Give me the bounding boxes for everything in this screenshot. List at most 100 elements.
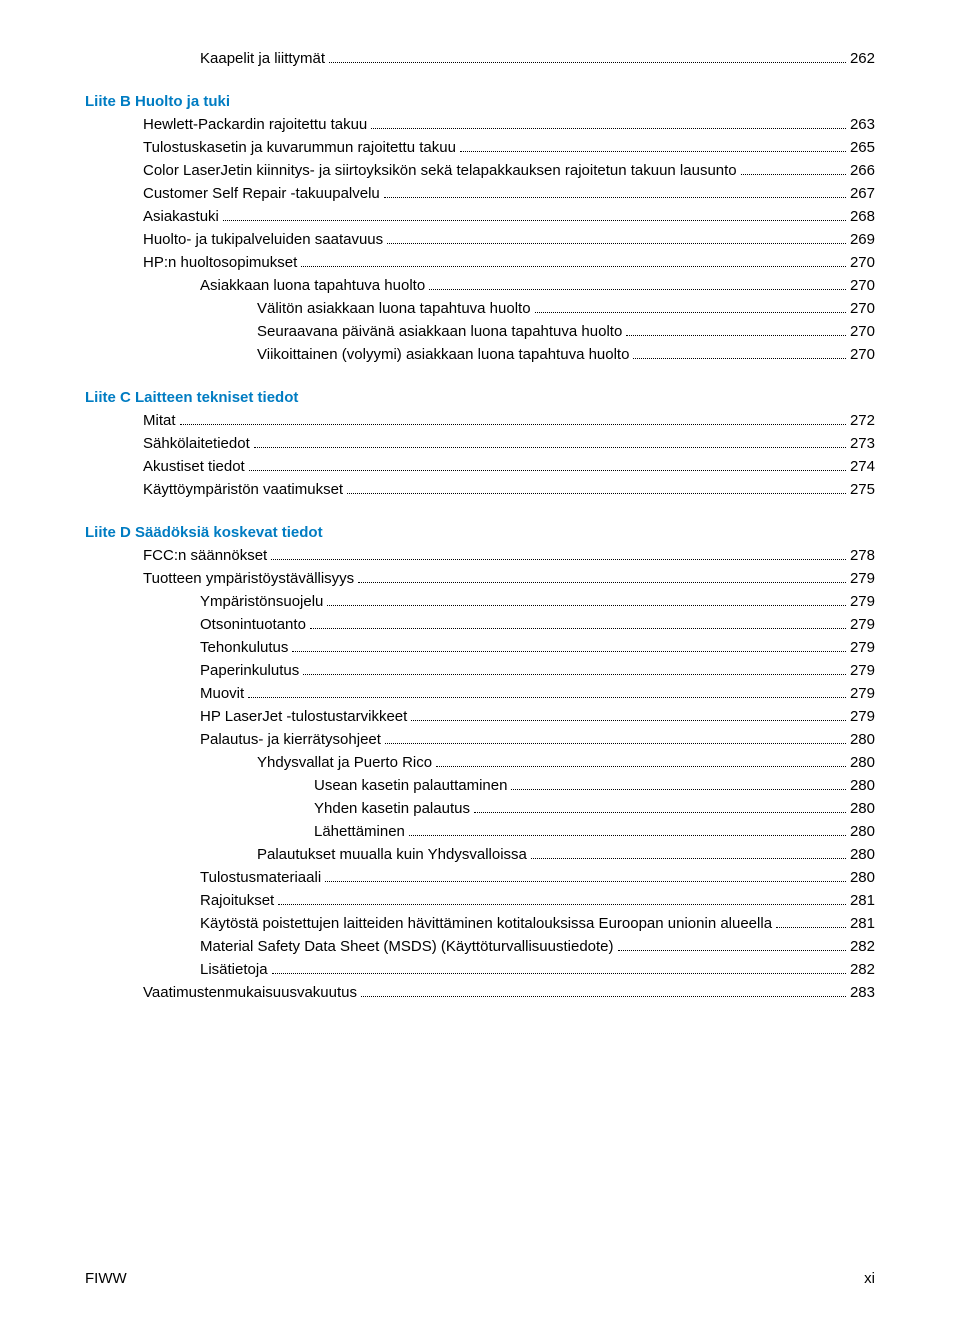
toc-entry[interactable]: Yhdysvallat ja Puerto Rico 280 xyxy=(85,754,875,771)
toc-dot-leader xyxy=(387,243,846,244)
toc-entry[interactable]: HP LaserJet -tulostustarvikkeet 279 xyxy=(85,708,875,725)
toc-entry[interactable]: Palautukset muualla kuin Yhdysvalloissa … xyxy=(85,846,875,863)
toc-entry-label: Palautus- ja kierrätysohjeet xyxy=(200,731,381,748)
toc-entry-page: 280 xyxy=(850,731,875,748)
toc-entry-page: 280 xyxy=(850,800,875,817)
toc-dot-leader xyxy=(511,789,846,790)
toc-dot-leader xyxy=(776,927,846,928)
toc-entry-label: Paperinkulutus xyxy=(200,662,299,679)
footer-right: xi xyxy=(864,1270,875,1287)
toc-entry-page: 274 xyxy=(850,458,875,475)
toc-dot-leader xyxy=(292,651,846,652)
toc-dot-leader xyxy=(633,358,846,359)
toc-entry-label: Huolto- ja tukipalveluiden saatavuus xyxy=(143,231,383,248)
toc-entry[interactable]: Asiakkaan luona tapahtuva huolto 270 xyxy=(85,277,875,294)
toc-entry-page: 283 xyxy=(850,984,875,1001)
toc-dot-leader xyxy=(741,174,846,175)
toc-entry[interactable]: Sähkölaitetiedot 273 xyxy=(85,435,875,452)
toc-entry-page: 281 xyxy=(850,915,875,932)
toc-entry[interactable]: Seuraavana päivänä asiakkaan luona tapah… xyxy=(85,323,875,340)
toc-container: Kaapelit ja liittymät 262Liite B Huolto … xyxy=(85,50,875,1001)
toc-entry[interactable]: Lähettäminen 280 xyxy=(85,823,875,840)
toc-entry[interactable]: Tuotteen ympäristöystävällisyys 279 xyxy=(85,570,875,587)
toc-entry-label: Lähettäminen xyxy=(314,823,405,840)
toc-dot-leader xyxy=(531,858,846,859)
toc-dot-leader xyxy=(272,973,846,974)
toc-entry[interactable]: Material Safety Data Sheet (MSDS) (Käytt… xyxy=(85,938,875,955)
toc-entry-page: 279 xyxy=(850,708,875,725)
toc-entry[interactable]: Hewlett-Packardin rajoitettu takuu 263 xyxy=(85,116,875,133)
toc-entry[interactable]: Mitat 272 xyxy=(85,412,875,429)
toc-entry-page: 280 xyxy=(850,869,875,886)
toc-entry-page: 270 xyxy=(850,323,875,340)
toc-entry[interactable]: Otsonintuotanto 279 xyxy=(85,616,875,633)
toc-entry[interactable]: Asiakastuki 268 xyxy=(85,208,875,225)
toc-entry-page: 279 xyxy=(850,593,875,610)
toc-entry[interactable]: Customer Self Repair -takuupalvelu 267 xyxy=(85,185,875,202)
toc-dot-leader xyxy=(626,335,846,336)
toc-entry-label: Ympäristönsuojelu xyxy=(200,593,323,610)
toc-entry-label: Hewlett-Packardin rajoitettu takuu xyxy=(143,116,367,133)
toc-entry[interactable]: Huolto- ja tukipalveluiden saatavuus 269 xyxy=(85,231,875,248)
toc-entry-page: 279 xyxy=(850,570,875,587)
toc-entry-page: 265 xyxy=(850,139,875,156)
toc-entry[interactable]: Kaapelit ja liittymät 262 xyxy=(85,50,875,67)
toc-entry[interactable]: Akustiset tiedot 274 xyxy=(85,458,875,475)
toc-entry-page: 275 xyxy=(850,481,875,498)
toc-entry[interactable]: Yhden kasetin palautus 280 xyxy=(85,800,875,817)
toc-entry[interactable]: Tulostusmateriaali 280 xyxy=(85,869,875,886)
toc-dot-leader xyxy=(436,766,846,767)
toc-entry-label: Muovit xyxy=(200,685,244,702)
toc-entry-page: 280 xyxy=(850,846,875,863)
toc-entry[interactable]: Välitön asiakkaan luona tapahtuva huolto… xyxy=(85,300,875,317)
toc-entry-label: Yhdysvallat ja Puerto Rico xyxy=(257,754,432,771)
footer-left: FIWW xyxy=(85,1270,127,1287)
toc-entry-page: 280 xyxy=(850,754,875,771)
toc-dot-leader xyxy=(303,674,846,675)
toc-entry-page: 279 xyxy=(850,616,875,633)
toc-entry[interactable]: Käytöstä poistettujen laitteiden hävittä… xyxy=(85,915,875,932)
toc-entry-label: FCC:n säännökset xyxy=(143,547,267,564)
toc-dot-leader xyxy=(310,628,846,629)
toc-entry[interactable]: HP:n huoltosopimukset 270 xyxy=(85,254,875,271)
toc-entry[interactable]: FCC:n säännökset 278 xyxy=(85,547,875,564)
toc-dot-leader xyxy=(535,312,846,313)
toc-dot-leader xyxy=(429,289,846,290)
toc-entry-page: 273 xyxy=(850,435,875,452)
toc-entry-label: Yhden kasetin palautus xyxy=(314,800,470,817)
toc-entry[interactable]: Käyttöympäristön vaatimukset 275 xyxy=(85,481,875,498)
toc-entry[interactable]: Paperinkulutus 279 xyxy=(85,662,875,679)
toc-entry-page: 270 xyxy=(850,254,875,271)
toc-dot-leader xyxy=(384,197,846,198)
toc-entry-page: 279 xyxy=(850,662,875,679)
toc-entry-label: Material Safety Data Sheet (MSDS) (Käytt… xyxy=(200,938,614,955)
toc-entry[interactable]: Color LaserJetin kiinnitys- ja siirtoyks… xyxy=(85,162,875,179)
toc-entry[interactable]: Lisätietoja 282 xyxy=(85,961,875,978)
toc-dot-leader xyxy=(460,151,846,152)
toc-entry[interactable]: Usean kasetin palauttaminen 280 xyxy=(85,777,875,794)
toc-entry[interactable]: Tehonkulutus 279 xyxy=(85,639,875,656)
toc-entry-label: Vaatimustenmukaisuusvakuutus xyxy=(143,984,357,1001)
toc-entry-label: Lisätietoja xyxy=(200,961,268,978)
toc-entry-label: Seuraavana päivänä asiakkaan luona tapah… xyxy=(257,323,622,340)
toc-entry[interactable]: Ympäristönsuojelu 279 xyxy=(85,593,875,610)
toc-entry-page: 272 xyxy=(850,412,875,429)
toc-entry[interactable]: Viikoittainen (volyymi) asiakkaan luona … xyxy=(85,346,875,363)
toc-entry-page: 270 xyxy=(850,346,875,363)
toc-entry[interactable]: Rajoitukset 281 xyxy=(85,892,875,909)
toc-entry-label: Välitön asiakkaan luona tapahtuva huolto xyxy=(257,300,531,317)
toc-entry-label: Otsonintuotanto xyxy=(200,616,306,633)
toc-entry-page: 279 xyxy=(850,685,875,702)
toc-entry[interactable]: Palautus- ja kierrätysohjeet 280 xyxy=(85,731,875,748)
toc-entry[interactable]: Tulostuskasetin ja kuvarummun rajoitettu… xyxy=(85,139,875,156)
toc-entry-label: Color LaserJetin kiinnitys- ja siirtoyks… xyxy=(143,162,737,179)
toc-entry[interactable]: Muovit 279 xyxy=(85,685,875,702)
toc-dot-leader xyxy=(249,470,846,471)
toc-entry-page: 262 xyxy=(850,50,875,67)
toc-entry-page: 266 xyxy=(850,162,875,179)
toc-entry[interactable]: Vaatimustenmukaisuusvakuutus 283 xyxy=(85,984,875,1001)
toc-entry-page: 263 xyxy=(850,116,875,133)
toc-dot-leader xyxy=(301,266,846,267)
toc-dot-leader xyxy=(618,950,846,951)
toc-dot-leader xyxy=(223,220,846,221)
